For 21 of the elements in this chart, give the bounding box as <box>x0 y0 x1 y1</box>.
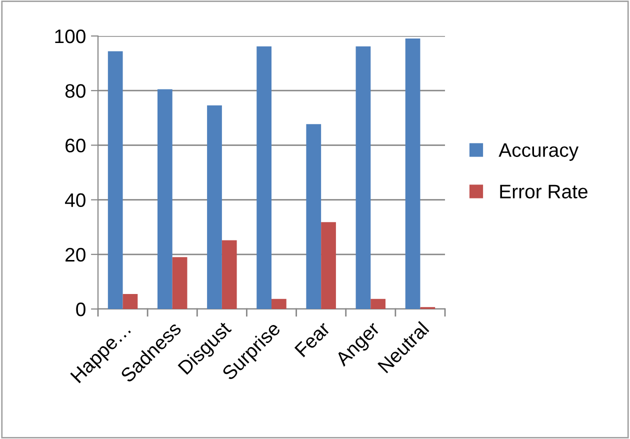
legend-label: Accuracy <box>498 143 579 161</box>
bar <box>272 298 286 309</box>
y-tick-label: 100 <box>55 29 86 44</box>
y-tick-label: 60 <box>66 138 86 152</box>
bar <box>222 240 237 309</box>
bar <box>172 257 188 309</box>
bar <box>122 294 138 309</box>
y-tick-label: 0 <box>76 302 86 316</box>
bar <box>157 89 172 309</box>
legend-label: Error Rate <box>500 184 588 198</box>
y-tick-label: 40 <box>65 193 86 208</box>
bar <box>207 105 222 309</box>
bar <box>321 222 336 309</box>
y-tick-label: 80 <box>65 84 86 98</box>
bar <box>356 46 371 309</box>
bar <box>306 124 322 309</box>
bar <box>370 298 386 309</box>
bar <box>108 51 123 309</box>
bar <box>256 46 272 309</box>
y-tick-label: 20 <box>66 248 86 262</box>
bar <box>405 38 420 309</box>
